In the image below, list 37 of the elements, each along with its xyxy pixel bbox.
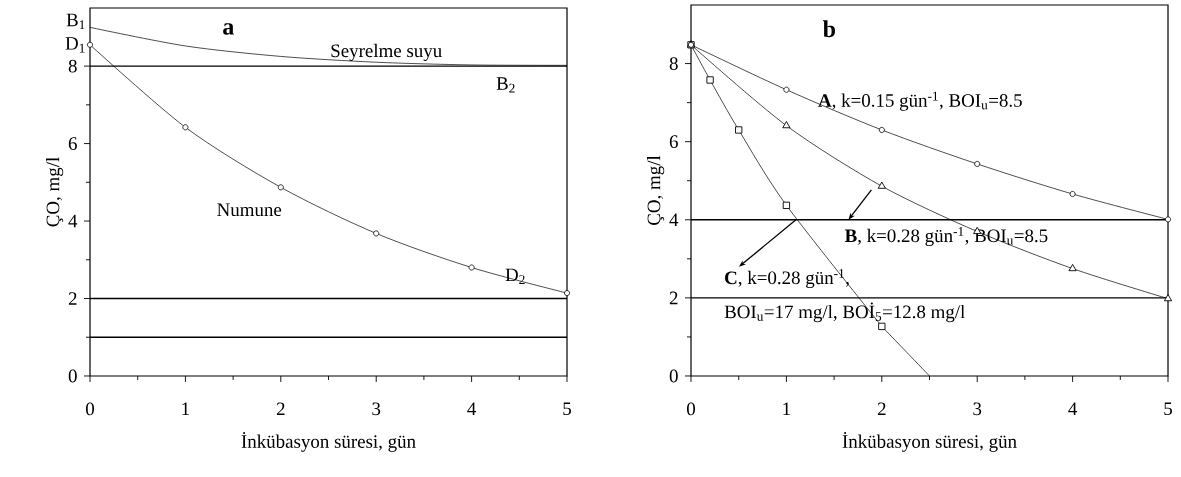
x-tick-label: 2: [276, 402, 285, 416]
y-tick-label: 6: [68, 137, 77, 150]
y-tick-label: 0: [669, 369, 678, 383]
y-tick-label: 8: [669, 57, 678, 70]
x-tick-label: 1: [783, 402, 791, 415]
x-tick-label: 4: [467, 402, 477, 415]
y-tick-label: 8: [68, 59, 77, 73]
annotation: D$_{2}$: [505, 268, 525, 284]
annotation: BOI$_{u}$=17 mg/l, BOİ$_{5}$=12.8 mg/l: [724, 302, 965, 323]
chart-title: b: [822, 20, 836, 38]
x-tick-label: 5: [1164, 402, 1172, 416]
annotation: B$_{1}$: [66, 13, 85, 29]
annotation: B$_{2}$: [496, 77, 515, 93]
x-tick-label: 0: [687, 402, 696, 416]
x-tick-label: 1: [182, 402, 190, 415]
y-tick-label: 2: [669, 291, 678, 305]
annotation: D$_{1}$: [65, 37, 85, 53]
y-tick-label: 4: [669, 213, 679, 227]
series-label: Seyrelme suyu: [331, 43, 442, 62]
y-axis-title: ÇO, mg/l: [46, 157, 64, 227]
chart-title: a: [223, 23, 234, 35]
y-tick-label: 2: [68, 292, 77, 305]
x-tick-label: 3: [372, 402, 381, 416]
annotation: C, k=0.28 gün$^{-1}$,: [725, 268, 849, 289]
x-tick-label: 4: [1068, 402, 1078, 415]
y-axis-title: ÇO, mg/l: [647, 155, 665, 225]
y-tick-label: 6: [669, 135, 678, 149]
x-tick-label: 3: [973, 402, 982, 416]
x-tick-label: 5: [563, 402, 571, 416]
x-tick-label: 0: [86, 402, 95, 416]
series-label: Numune: [217, 203, 282, 217]
x-tick-label: 2: [877, 402, 886, 416]
series-label: A, k=0.15 gün$^{-1}$, BOI$_{u}$=8.5: [818, 91, 1022, 111]
x-axis-title: İnkübasyon süresi, gün: [842, 432, 1017, 452]
x-axis-title: İnkübasyon süresi, gün: [241, 432, 416, 452]
y-tick-label: 0: [68, 369, 77, 383]
y-tick-label: 4: [68, 214, 78, 228]
